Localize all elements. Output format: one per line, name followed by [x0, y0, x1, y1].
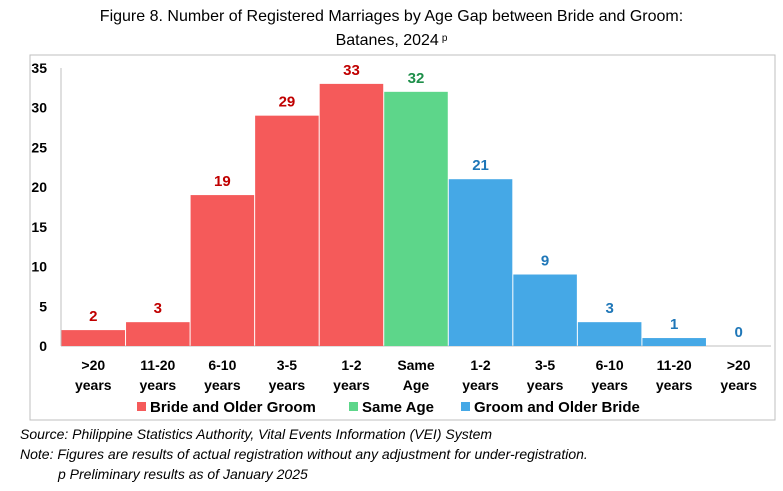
bar-value-label: 3: [154, 300, 162, 317]
chart-title-line-2: Batanes, 2024 p: [0, 29, 783, 51]
legend-label: Same Age: [362, 399, 434, 416]
x-tick-label: 1-2 years: [333, 357, 370, 393]
bar-value-label: 19: [214, 173, 231, 190]
chart-frame: [29, 54, 776, 421]
legend-swatch: [349, 402, 358, 411]
y-tick-label: 15: [31, 219, 47, 235]
y-tick-label: 0: [39, 338, 47, 354]
bar-value-label: 2: [89, 308, 97, 325]
bar-value-label: 1: [670, 316, 678, 333]
bars: [61, 83, 706, 347]
x-tick-label: 3-5 years: [269, 357, 306, 393]
y-tick-label: 10: [31, 259, 47, 275]
y-tick-label: 5: [39, 298, 47, 314]
legend-label: Groom and Older Bride: [474, 399, 640, 416]
bar-value-label: 29: [279, 94, 296, 111]
y-tick-label: 35: [31, 60, 47, 76]
x-tick-label: 11-20 years: [140, 357, 177, 393]
bar: [61, 330, 126, 346]
bar: [190, 195, 255, 346]
bar: [126, 322, 190, 346]
bar-value-label: 21: [472, 157, 489, 174]
bar-value-label: 33: [343, 62, 360, 79]
x-tick-label: 11-20 years: [656, 357, 693, 393]
bar-value-label: 0: [735, 324, 743, 341]
y-tick-label: 30: [31, 100, 47, 116]
x-tick-label: 3-5 years: [527, 357, 564, 393]
x-tick-label: 1-2 years: [462, 357, 499, 393]
chart-title-line-1: Figure 8. Number of Registered Marriages…: [99, 8, 684, 25]
x-tick-label: >20 years: [720, 357, 757, 393]
chart-title-location-year: Batanes, 2024: [335, 32, 439, 49]
preliminary-note: p Preliminary results as of January 2025: [58, 466, 308, 482]
legend: Bride and Older Groom Same Age Groom and O…: [137, 399, 640, 416]
bar-value-label: 32: [408, 70, 425, 87]
y-tick-label: 20: [31, 179, 47, 195]
legend-swatch: [461, 402, 470, 411]
x-axis-labels: >20 years 11-20 years 6-10 years 3-5 years 1-2 ye…: [75, 357, 757, 393]
bar: [384, 91, 448, 346]
preliminary-marker: p: [441, 33, 448, 44]
bar: [448, 179, 513, 346]
bar: [319, 83, 384, 346]
bar-value-labels: 2 3 19 29 33 32 21 9 3 1 0: [89, 62, 743, 341]
bar-value-label: 9: [541, 253, 549, 270]
bar: [513, 274, 577, 346]
legend-label: Bride and Older Groom: [150, 399, 316, 416]
bar: [577, 322, 642, 346]
x-tick-label: >20 years: [75, 357, 112, 393]
source-note: Source: Philippine Statistics Authority,…: [20, 426, 493, 442]
bar: [255, 115, 319, 347]
x-tick-label: 6-10 years: [204, 357, 241, 393]
registration-note: Note: Figures are results of actual regi…: [20, 446, 588, 462]
legend-swatch: [137, 402, 146, 411]
bar: [642, 338, 706, 346]
x-tick-label: Same Age: [397, 357, 435, 393]
x-tick-label: 6-10 years: [591, 357, 628, 393]
bar-value-label: 3: [605, 300, 613, 317]
y-tick-label: 25: [31, 139, 47, 155]
